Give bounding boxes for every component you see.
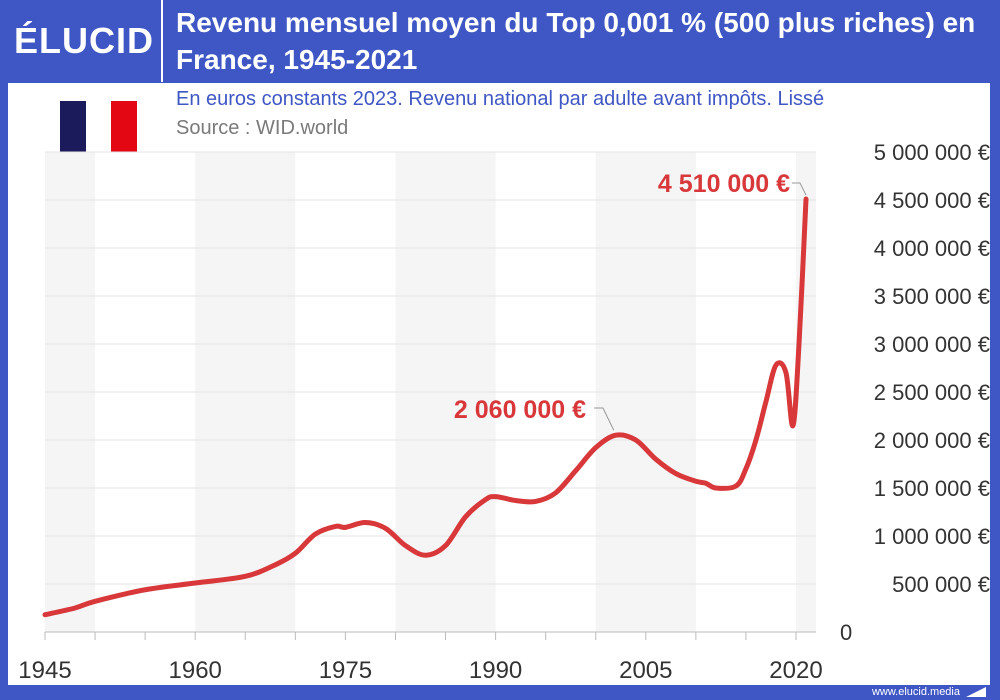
header-divider: [161, 0, 163, 82]
x-tick-label: 1975: [319, 657, 372, 684]
income-line: [42, 196, 809, 618]
y-tick-label: 1 500 000 €: [874, 476, 990, 501]
y-tick-label: 3 500 000 €: [874, 284, 990, 309]
flag-white: [85, 101, 112, 152]
x-tick-label: 1990: [469, 657, 522, 684]
annotation-label: 4 510 000 €: [658, 170, 790, 198]
flag-red: [111, 101, 138, 152]
annotation-leader: [792, 182, 807, 196]
chart-subtitle: En euros constants 2023. Revenu national…: [176, 88, 825, 110]
flag-blue: [60, 101, 86, 152]
annotation-leader: [594, 407, 615, 431]
y-tick-label: 2 500 000 €: [874, 380, 990, 405]
chart-title: Revenu mensuel moyen du Top 0,001 % (500…: [176, 7, 976, 75]
y-tick-label: 5 000 000 €: [874, 140, 990, 165]
y-tick-label: 0: [840, 620, 852, 645]
y-tick-label: 1 000 000 €: [874, 524, 990, 549]
y-tick-label: 2 000 000 €: [874, 428, 990, 453]
chart-source: Source : WID.world: [176, 117, 349, 139]
france-flag-icon: [60, 101, 138, 152]
elucid-mark-icon: [966, 687, 986, 697]
x-tick-label: 2005: [619, 657, 672, 684]
x-tick-label: 1960: [169, 657, 222, 684]
y-tick-label: 4 500 000 €: [874, 188, 990, 213]
y-tick-label: 3 000 000 €: [874, 332, 990, 357]
annotation-label: 2 060 000 €: [454, 396, 586, 424]
elucid-logo: ÉLUCID: [14, 20, 154, 61]
y-tick-label: 500 000 €: [892, 572, 990, 597]
y-tick-label: 4 000 000 €: [874, 236, 990, 261]
x-tick-label: 2020: [769, 657, 822, 684]
footer-url[interactable]: www.elucid.media: [871, 686, 960, 698]
x-tick-label: 1945: [18, 657, 71, 684]
